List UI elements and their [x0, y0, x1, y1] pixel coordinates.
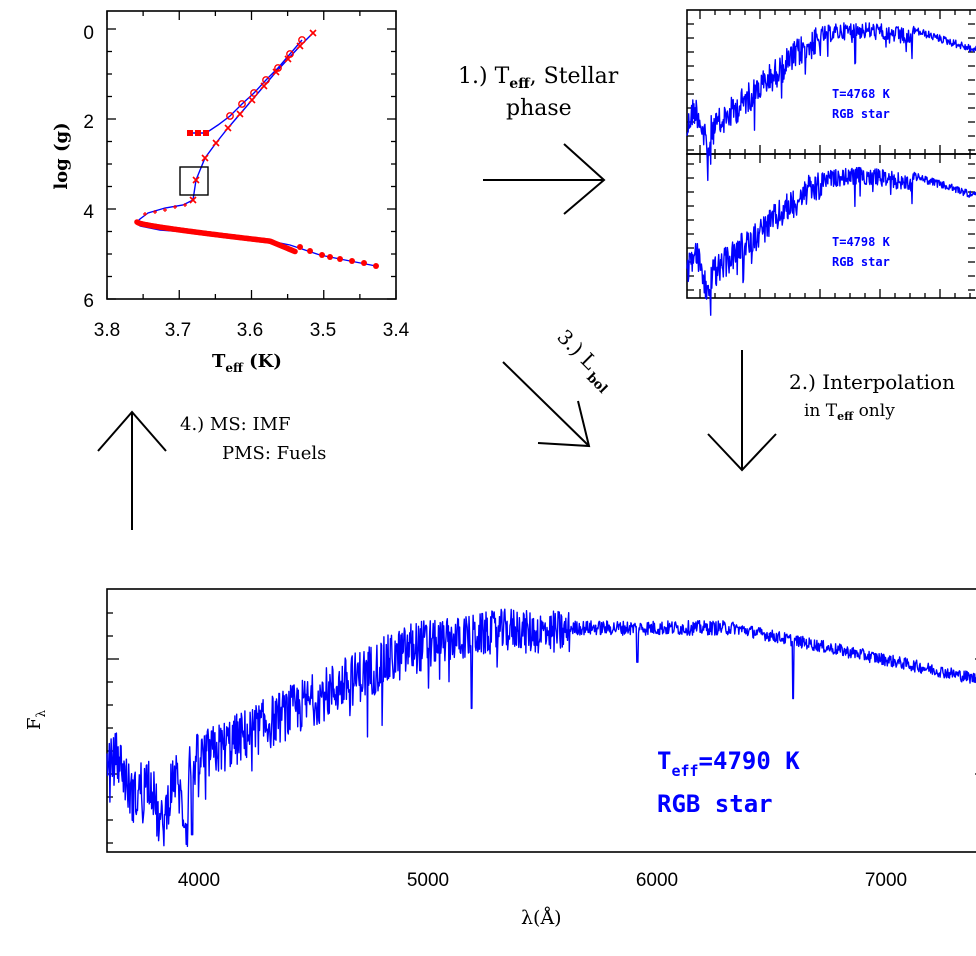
step-annotations: 1.) Teff, Stellar phase 2.) Interpolatio…: [97, 64, 955, 530]
arrow-step3-diagonal: [502, 361, 591, 448]
main-phase-label: RGB star: [657, 790, 773, 818]
main-xlabel: λ(Å): [521, 907, 562, 929]
hr-ticks: [106, 11, 397, 300]
main-xtick-label: 7000: [865, 870, 907, 891]
spectrum-line-top: [686, 22, 976, 182]
hr-ytick-label: 0: [83, 23, 94, 44]
track-point-dot: [327, 254, 333, 260]
track-point-x: [189, 196, 197, 204]
spectrum-temp-label-top: T=4768 K: [832, 87, 891, 101]
step2-label: 2.) Interpolation: [789, 370, 955, 394]
track-point-circle: [286, 50, 294, 58]
step1-label: 1.) Teff, Stellar: [458, 64, 619, 92]
track-point-plus: [143, 212, 147, 216]
hr-axes-frame: [106, 10, 397, 300]
spectrum-temp-label-bottom: T=4798 K: [832, 235, 891, 249]
track-point-x: [309, 29, 317, 37]
evolutionary-track: [134, 29, 379, 269]
track-point-plus: [153, 210, 157, 214]
main-xtick-label: 5000: [407, 870, 449, 891]
small-spectrum-frame-bottom: [686, 153, 976, 299]
track-point-circle: [274, 64, 282, 72]
hr-diagram-panel: 3.8 3.7 3.6 3.5 3.4 0 2 4 6 log (g) Teff…: [51, 10, 410, 375]
main-spectrum-line: [106, 608, 976, 848]
track-point-plus: [173, 205, 177, 209]
track-point-dot: [373, 263, 379, 269]
track-point-plus: [163, 208, 167, 212]
track-point-x: [272, 68, 280, 76]
hr-ytick-label: 4: [83, 202, 94, 223]
step1-label-phase: phase: [506, 96, 572, 121]
track-point-x: [296, 42, 304, 50]
track-point-square: [195, 130, 201, 136]
track-point-x: [212, 139, 220, 147]
track-point-square: [203, 130, 209, 136]
track-point-plus: [183, 203, 187, 207]
main-temp-label: Teff=4790 K: [657, 747, 800, 780]
track-point-circle: [226, 112, 234, 120]
track-point-x: [236, 110, 244, 118]
hr-xtick-label: 3.7: [165, 320, 191, 341]
track-point-x: [192, 176, 200, 184]
main-xtick-label: 6000: [636, 870, 678, 891]
track-point-circle: [262, 76, 270, 84]
track-point-dot: [297, 244, 303, 250]
step2-label-teff: in Teff only: [804, 401, 895, 423]
track-point-x: [260, 82, 268, 90]
track-point-dot: [319, 252, 325, 258]
track-point-dot: [337, 256, 343, 262]
track-point-dot: [292, 248, 298, 255]
spectrum-phase-label-bottom: RGB star: [832, 255, 890, 269]
main-spectrum-frame: [106, 588, 976, 853]
main-spectrum-panel: 4000 5000 6000 7000 λ(Å) Fλ Teff=4790 K …: [24, 588, 976, 929]
main-xtick-label: 4000: [178, 870, 220, 891]
track-point-circle: [238, 100, 246, 108]
hr-xtick-label: 3.8: [94, 320, 120, 341]
track-point-dot: [361, 260, 367, 266]
arrow-step2-down: [707, 350, 777, 472]
selection-box: [179, 166, 209, 196]
hr-xtick-label: 3.5: [310, 320, 336, 341]
track-line-upper: [192, 32, 314, 201]
track-point-x: [201, 154, 209, 162]
track-point-x: [248, 96, 256, 104]
step4-label-pms: PMS: Fuels: [222, 443, 326, 464]
track-point-circle: [298, 36, 306, 44]
track-point-x: [224, 124, 232, 132]
track-point-dot: [307, 248, 313, 254]
step4-label-ms: 4.) MS: IMF: [180, 414, 291, 435]
small-spectrum-frame-top: [686, 9, 976, 155]
small-spectra-ticks: [687, 10, 975, 298]
spectrum-line-bottom: [686, 166, 976, 316]
arrow-step4-up: [97, 410, 167, 530]
arrow-step1-right: [483, 143, 606, 215]
track-line-upper-return: [190, 39, 303, 134]
step3-label: 3.) Lbol: [548, 325, 620, 397]
track-point-dot: [349, 258, 355, 264]
hr-ytick-label: 2: [83, 112, 94, 133]
hr-ylabel: log (g): [51, 122, 72, 189]
small-spectra-panels: T=4768 K RGB star T=4798 K RGB star: [686, 9, 976, 316]
hr-ytick-label: 6: [83, 291, 94, 312]
hr-tick-labels: 3.8 3.7 3.6 3.5 3.4 0 2 4 6: [83, 23, 409, 341]
spectrum-phase-label-top: RGB star: [832, 107, 890, 121]
hr-xlabel: Teff (K): [212, 351, 282, 375]
hr-xtick-label: 3.4: [383, 320, 410, 341]
track-point-circle: [250, 89, 258, 97]
main-ylabel: Fλ: [24, 710, 48, 731]
hr-xtick-label: 3.6: [237, 320, 263, 341]
track-point-square: [187, 130, 193, 136]
